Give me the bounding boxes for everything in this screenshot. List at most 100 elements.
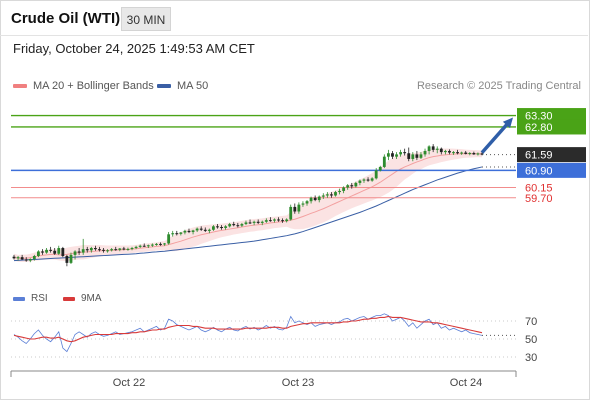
- candle-body: [399, 152, 403, 155]
- candle-body: [175, 233, 179, 235]
- candle: [321, 193, 325, 199]
- rsi-tick-label: 30: [525, 352, 537, 364]
- candle-body: [41, 251, 44, 253]
- candle-body: [435, 148, 439, 150]
- candle-body: [305, 201, 309, 204]
- candle-body: [216, 226, 219, 228]
- candle: [171, 230, 175, 237]
- candle: [285, 218, 289, 223]
- candle-body: [150, 244, 154, 246]
- legend-ma9-label: 9MA: [81, 293, 102, 304]
- candle-body: [309, 197, 313, 202]
- candle: [386, 149, 390, 161]
- candle: [130, 246, 134, 251]
- candle-body: [334, 192, 337, 196]
- x-tick-label: Oct 23: [282, 377, 314, 389]
- candle: [203, 227, 207, 233]
- candle-body: [382, 156, 386, 167]
- level-tag-60.90: [517, 162, 586, 178]
- candle: [317, 195, 321, 203]
- candle-body: [439, 148, 443, 153]
- candle-body: [281, 220, 285, 222]
- candle-body: [65, 256, 69, 263]
- candle: [73, 250, 77, 260]
- last-price-label: 61.59: [525, 150, 553, 162]
- candle-body: [16, 257, 20, 259]
- candle: [20, 254, 24, 260]
- timeframe-button[interactable]: 30 MIN: [121, 7, 171, 31]
- candle-body: [228, 224, 232, 227]
- candle: [146, 244, 150, 249]
- candle: [106, 249, 110, 253]
- candle: [448, 149, 451, 155]
- legend-bb: MA 20 + Bollinger Bands: [13, 80, 154, 92]
- candle: [122, 246, 126, 251]
- candle: [415, 150, 419, 161]
- candle: [191, 229, 195, 235]
- candle: [366, 177, 370, 182]
- date-text: Friday, October 24, 2025 1:49:53 AM CET: [13, 41, 255, 56]
- candle: [32, 254, 36, 261]
- candle: [155, 243, 158, 246]
- candle: [142, 243, 146, 247]
- ma50-swatch: [157, 84, 171, 88]
- candle-body: [81, 249, 85, 253]
- candle-body: [187, 230, 191, 233]
- candle-body: [273, 219, 276, 221]
- level-label-62.80: 62.80: [525, 122, 553, 134]
- candle-body: [431, 146, 435, 150]
- candle: [248, 219, 252, 225]
- candle-body: [354, 182, 358, 187]
- candle: [114, 246, 118, 251]
- candle: [309, 196, 313, 204]
- candle: [354, 181, 358, 188]
- candle: [382, 154, 386, 169]
- candle: [49, 246, 53, 253]
- candle: [211, 225, 215, 231]
- candle: [77, 248, 81, 255]
- candle-body: [260, 221, 264, 223]
- ma9-swatch: [63, 296, 75, 301]
- candle-body: [443, 150, 447, 153]
- candle: [12, 254, 16, 260]
- candle-body: [98, 249, 101, 251]
- candle: [240, 222, 244, 228]
- candle: [61, 246, 65, 258]
- candle-body: [89, 248, 93, 251]
- candle-body: [20, 257, 24, 260]
- instrument-title: Crude Oil (WTI): [11, 10, 121, 27]
- candle-body: [264, 220, 268, 222]
- candle-body: [118, 248, 122, 250]
- rsi-tick-label: 70: [525, 316, 537, 328]
- candle-body: [37, 251, 40, 257]
- legend-ma50-label: MA 50: [177, 80, 209, 92]
- candle-body: [49, 249, 53, 251]
- candle-body: [419, 154, 423, 158]
- candle: [260, 220, 264, 226]
- candle: [199, 226, 203, 231]
- candle-body: [358, 180, 362, 183]
- candle-body: [155, 243, 158, 245]
- candle-body: [28, 258, 32, 261]
- candle: [460, 151, 464, 155]
- candle: [126, 247, 130, 251]
- candle: [244, 220, 248, 226]
- candle-body: [468, 153, 472, 155]
- candle-body: [57, 248, 61, 254]
- candle-body: [167, 234, 171, 244]
- candle: [134, 245, 138, 250]
- candle: [370, 177, 374, 182]
- candle-body: [480, 153, 484, 155]
- header-bar: Crude Oil (WTI) 30 MIN: [0, 0, 588, 36]
- candle: [273, 218, 276, 223]
- candle-body: [126, 248, 130, 250]
- x-tick-label: Oct 24: [450, 377, 482, 389]
- candle-body: [411, 154, 415, 159]
- candle-body: [199, 228, 203, 230]
- bb-swatch: [13, 84, 27, 88]
- candle: [41, 249, 44, 255]
- candle-body: [163, 243, 166, 245]
- candle-body: [338, 190, 341, 193]
- candle: [472, 151, 476, 155]
- candle-body: [61, 248, 65, 257]
